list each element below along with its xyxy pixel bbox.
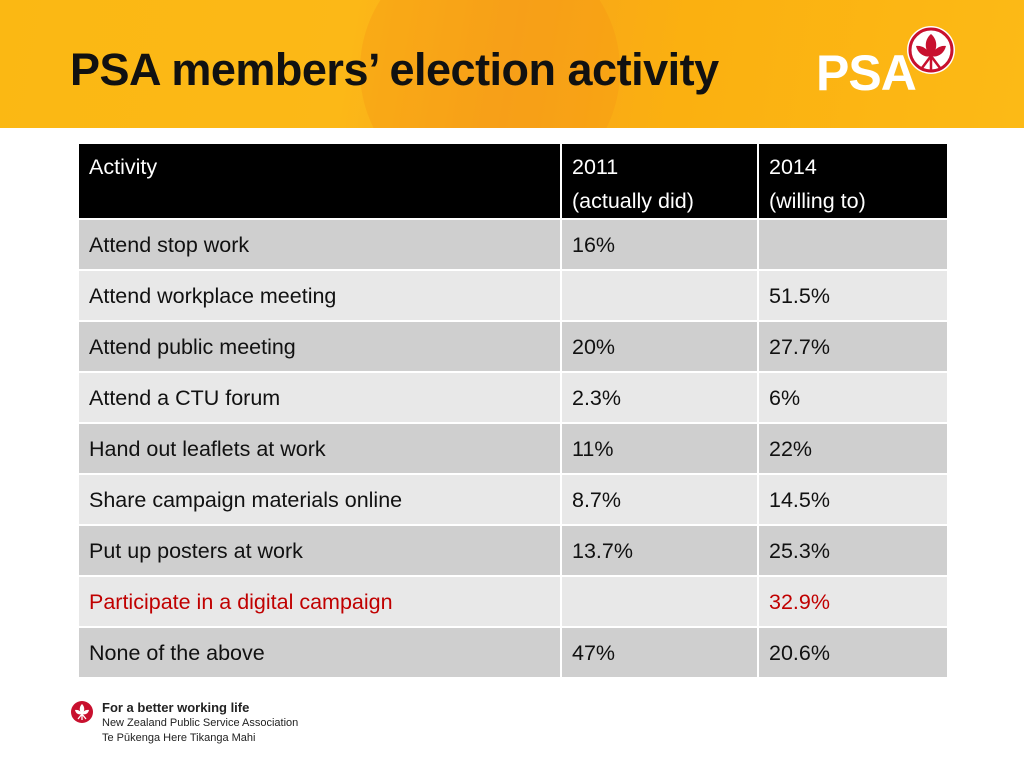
activity-cell: None of the above xyxy=(77,626,562,679)
header-2011: 2011 (actually did) xyxy=(560,142,759,220)
value-2011-cell xyxy=(560,575,759,628)
header-banner: PSA members’ election activity PSA xyxy=(0,0,1024,128)
value-2011-cell xyxy=(560,269,759,322)
table-row: Share campaign materials online 8.7% 14.… xyxy=(77,473,949,526)
footer-org-name: New Zealand Public Service Association xyxy=(102,717,299,729)
table-row: Attend workplace meeting 51.5% xyxy=(77,269,949,322)
activity-cell: Attend a CTU forum xyxy=(77,371,562,424)
value-2014-cell: 27.7% xyxy=(757,320,949,373)
value-2011-cell: 20% xyxy=(560,320,759,373)
header-activity: Activity xyxy=(77,142,562,220)
table-row: Attend stop work 16% xyxy=(77,218,949,271)
table-row: None of the above 47% 20.6% xyxy=(77,626,949,679)
value-2011-cell: 11% xyxy=(560,422,759,475)
value-2014-cell: 20.6% xyxy=(757,626,949,679)
value-2011-cell: 2.3% xyxy=(560,371,759,424)
election-activity-table: Activity 2011 (actually did) 2014 (willing… xyxy=(77,142,949,679)
value-2011-cell: 16% xyxy=(560,218,759,271)
table-row: Attend a CTU forum 2.3% 6% xyxy=(77,371,949,424)
table-row: Attend public meeting 20% 27.7% xyxy=(77,320,949,373)
activity-cell: Attend workplace meeting xyxy=(77,269,562,322)
activity-cell: Share campaign materials online xyxy=(77,473,562,526)
footer-tagline: For a better working life xyxy=(102,700,250,715)
table-header-row: Activity 2011 (actually did) 2014 (willing… xyxy=(77,142,949,220)
psa-logo-text: PSA xyxy=(816,45,917,101)
table-row-highlighted: Participate in a digital campaign 32.9% xyxy=(77,575,949,628)
value-2014-cell: 14.5% xyxy=(757,473,949,526)
value-2014-cell: 25.3% xyxy=(757,524,949,577)
value-2011-cell: 47% xyxy=(560,626,759,679)
header-2014: 2014 (willing to) xyxy=(757,142,949,220)
value-2014-cell: 22% xyxy=(757,422,949,475)
footer-org-name-maori: Te Pūkenga Here Tikanga Mahi xyxy=(102,732,256,744)
activity-cell: Put up posters at work xyxy=(77,524,562,577)
value-2014-cell: 32.9% xyxy=(757,575,949,628)
footer-branding: For a better working life New Zealand Pu… xyxy=(70,700,370,750)
value-2014-cell: 51.5% xyxy=(757,269,949,322)
activity-cell: Hand out leaflets at work xyxy=(77,422,562,475)
table-row: Put up posters at work 13.7% 25.3% xyxy=(77,524,949,577)
value-2014-cell: 6% xyxy=(757,371,949,424)
flower-logo-icon xyxy=(907,26,955,74)
table-row: Hand out leaflets at work 11% 22% xyxy=(77,422,949,475)
activity-cell: Attend public meeting xyxy=(77,320,562,373)
activity-cell: Attend stop work xyxy=(77,218,562,271)
slide-title: PSA members’ election activity xyxy=(70,44,719,95)
value-2011-cell: 13.7% xyxy=(560,524,759,577)
header-swoosh xyxy=(360,0,620,128)
activity-cell: Participate in a digital campaign xyxy=(77,575,562,628)
value-2014-cell xyxy=(757,218,949,271)
psa-logo: PSA xyxy=(812,24,962,104)
value-2011-cell: 8.7% xyxy=(560,473,759,526)
flower-logo-icon xyxy=(71,701,93,723)
